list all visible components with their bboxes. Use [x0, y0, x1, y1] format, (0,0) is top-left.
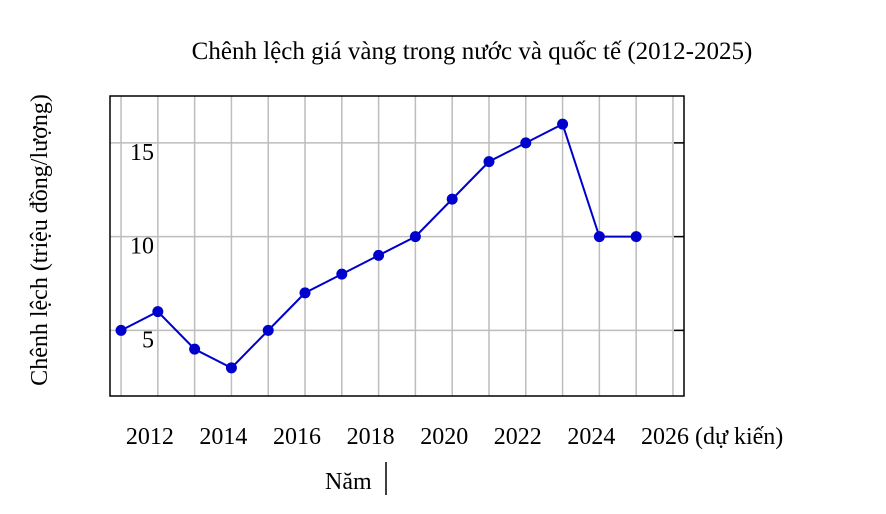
plot-frame	[109, 95, 685, 397]
x-tick-label: 2016	[273, 424, 321, 450]
ticks: 5 10 15 2012 2014 2016 2018 2020 2022 2024 2026 (d…	[126, 140, 783, 450]
y-tick-label: 10	[130, 234, 154, 260]
x-tick-label: 2018	[347, 424, 395, 450]
x-tick-label: 2024	[567, 424, 615, 450]
chart-title: Chênh lệch giá vàng trong nước và quốc t…	[192, 38, 753, 65]
y-tick-label: 5	[142, 327, 154, 353]
data-point	[262, 324, 274, 336]
y-axis-label: Chênh lệch (triệu đồng/lượng)	[27, 94, 53, 386]
y-tick-label: 15	[130, 140, 154, 166]
data-point	[373, 249, 385, 261]
data-point	[409, 231, 421, 243]
data-point	[299, 287, 311, 299]
data-point	[225, 362, 237, 374]
x-tick-label: 2022	[494, 424, 542, 450]
data-point	[446, 193, 458, 205]
x-axis-label: Năm	[325, 469, 372, 495]
data-point	[189, 343, 201, 355]
x-tick-label: 2020	[420, 424, 468, 450]
data-point	[483, 156, 495, 168]
data-point	[336, 268, 348, 280]
x-tick-label: 2012	[126, 424, 174, 450]
data-point	[630, 231, 642, 243]
data-point	[520, 137, 532, 149]
data-point	[557, 118, 569, 130]
data-point	[152, 306, 164, 318]
x-tick-label: 2014	[199, 424, 247, 450]
data-point	[593, 231, 605, 243]
series	[115, 118, 642, 374]
data-point	[115, 324, 127, 336]
x-tick-label: 2026 (dự kiến)	[641, 424, 783, 450]
